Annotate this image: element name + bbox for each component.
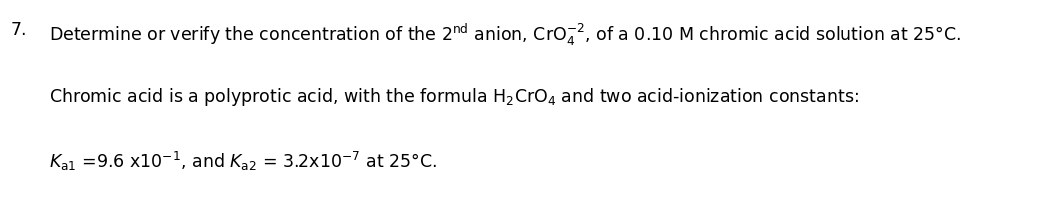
Text: $\mathit{K}_{\mathregular{a1}}$ =9.6 x10$^{\mathregular{-1}}$, and $\mathit{K}_{: $\mathit{K}_{\mathregular{a1}}$ =9.6 x10… xyxy=(49,150,437,173)
Text: Determine or verify the concentration of the 2$^{\mathregular{nd}}$ anion, CrO$_: Determine or verify the concentration of… xyxy=(49,21,962,48)
Text: Chromic acid is a polyprotic acid, with the formula H$_{\mathregular{2}}$CrO$_{\: Chromic acid is a polyprotic acid, with … xyxy=(49,86,859,108)
Text: 7.: 7. xyxy=(10,21,27,39)
